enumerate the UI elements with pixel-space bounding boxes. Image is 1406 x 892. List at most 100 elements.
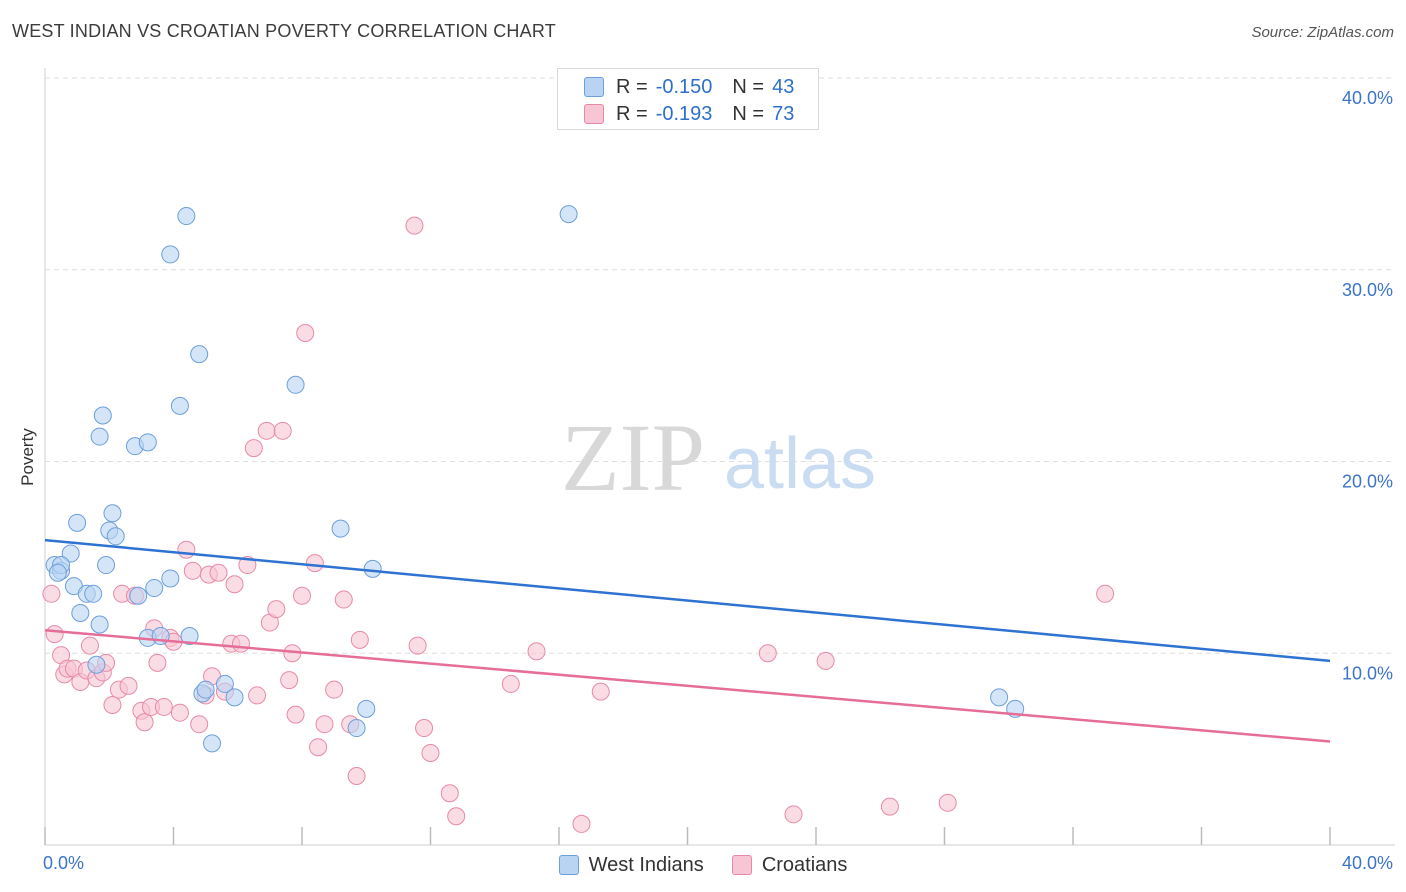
west-indians-point [363,559,382,578]
west-indians-point [559,205,578,224]
west-indians-point [71,603,90,622]
croatians-swatch [731,855,752,875]
legend-label: Croatians [761,853,848,876]
source-label: Source: ZipAtlas.com [1251,24,1394,41]
croatians-point [257,421,276,440]
west-indians-point [990,688,1009,707]
croatians-point [816,651,835,670]
west-indians-point [190,345,209,364]
croatians-point [154,697,173,716]
west-indians-point [331,519,350,538]
west-indians-point [138,433,157,452]
n-label: N = [732,75,765,98]
west-indians-point [84,584,103,603]
croatians-point [440,784,459,803]
west-indians-point [106,527,125,546]
n-value: 73 [772,102,795,125]
west-indians-point [87,655,106,674]
croatians-point [758,644,777,663]
west-indians-point [90,615,109,634]
legend-row-croatians: R = -0.193 N = 73 [584,102,794,126]
west-indians-point [196,680,215,699]
croatians-point [421,743,440,762]
west-indians-point [93,406,112,425]
croatians-point [350,630,369,649]
croatians-point [286,705,305,724]
croatians-point [267,600,286,619]
west-indians-point [48,563,67,582]
chart-title: WEST INDIAN VS CROATIAN POVERTY CORRELAT… [12,21,556,41]
west-indians-point [170,396,189,415]
croatians-point [119,676,138,695]
west-indians-point [357,699,376,718]
watermark: ZIP atlas [561,404,876,511]
croatians-point [405,216,424,235]
croatians-point [415,719,434,738]
series-legend: West Indians Croatians [0,852,1406,878]
west-indians-trend-line [44,538,1331,663]
legend-item-west-indians[interactable]: West Indians [558,854,704,877]
croatians-point [177,540,196,559]
west-indians-point [97,556,116,575]
grid-lines [45,77,1395,654]
west-indians-point [61,544,80,563]
watermark-zip: ZIP [561,404,705,511]
croatians-point [248,686,267,705]
y-tick-label: 10.0% [1342,663,1393,683]
croatians-point [1096,584,1115,603]
croatians-point [80,636,99,655]
n-label: N = [732,102,765,125]
y-axis-label: Poverty [18,428,37,486]
west-indians-point [68,513,87,532]
west-indians-point [161,245,180,264]
west-indians-point [145,579,164,598]
legend-item-croatians[interactable]: Croatians [731,853,848,877]
croatians-point [572,814,591,833]
y-tick-label: 30.0% [1342,280,1393,300]
y-tick-label: 40.0% [1342,88,1393,108]
croatians-point [880,797,899,816]
n-value: 43 [772,75,795,98]
croatians-point [209,563,228,582]
west-indians-point [129,586,148,605]
croatians-point [170,703,189,722]
croatians-point [408,636,427,655]
west-indians-point [347,719,366,738]
y-tick-label: 20.0% [1342,472,1393,492]
x-tick-label: 40.0% [1342,853,1393,873]
west-indians-point [225,688,244,707]
croatians-point [334,590,353,609]
west-indians-point [177,207,196,226]
croatians-point [591,682,610,701]
croatians-point [183,561,202,580]
x-tick-label: 0.0% [43,853,84,873]
croatians-point [190,715,209,734]
croatians-point [273,421,292,440]
west-indians-point [103,504,122,523]
croatians-point [231,634,250,653]
croatians-point [527,642,546,661]
croatians-point [309,738,328,757]
croatians-point [103,696,122,715]
west-indians-swatch [558,855,579,875]
croatians-point [305,554,324,573]
croatians-point [293,586,311,605]
croatians-point [244,439,263,458]
croatians-trend-line [44,628,1331,743]
axes [44,68,1395,846]
correlation-legend: R = -0.150 N = 43 R = -0.193 N = 73 [557,68,819,130]
west-indians-point [286,375,305,394]
r-value: -0.150 [655,75,713,98]
croatians-point [148,653,167,672]
r-value: -0.193 [655,102,713,125]
croatians-point [135,713,154,732]
trend-lines [44,538,1331,743]
croatians-point [501,674,520,693]
west-indians-point [203,734,222,753]
croatians-point [225,575,244,594]
r-label: R = [616,75,648,98]
croatians-point [447,807,466,826]
west-indians-point [161,569,180,588]
r-label: R = [616,102,648,125]
